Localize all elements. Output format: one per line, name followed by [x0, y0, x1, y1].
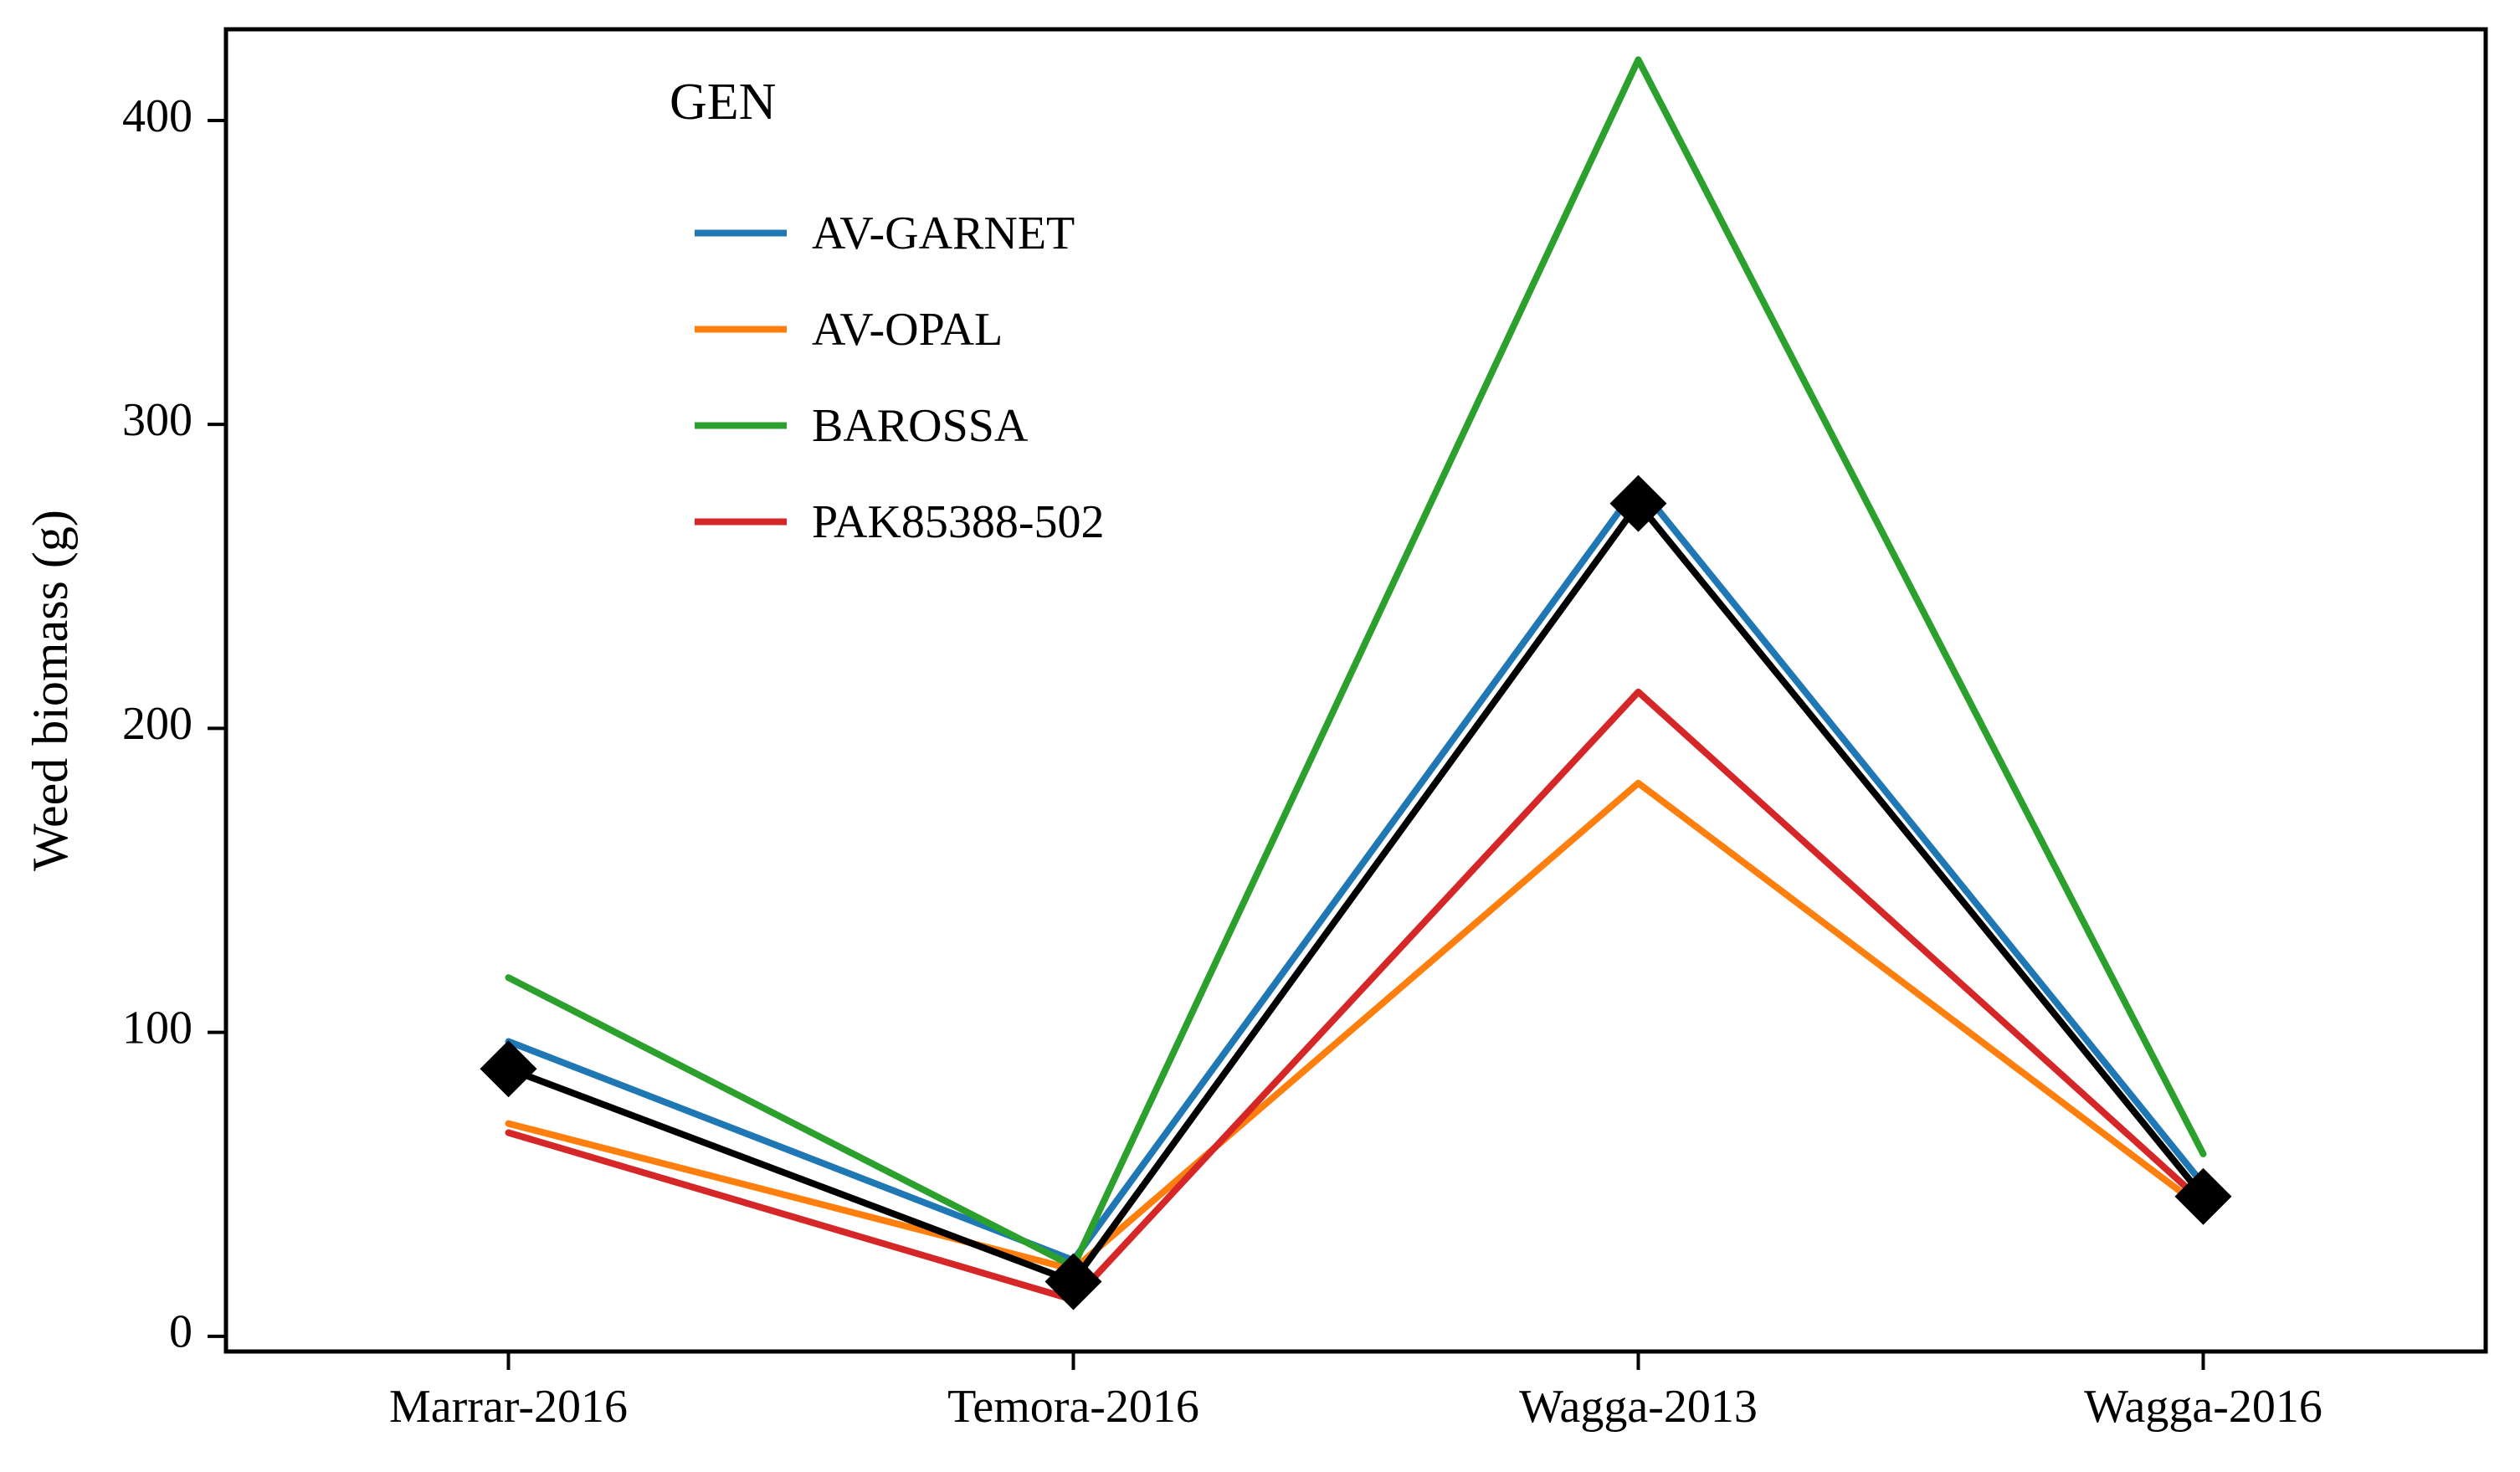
chart-container: 0 100 200 300 400 Marrar-2016 Temora-2016 Wagga… — [0, 0, 2520, 1472]
y-tick-label: 300 — [122, 394, 192, 446]
x-tick-label: Wagga-2016 — [2084, 1381, 2322, 1433]
legend-item-label: BAROSSA — [812, 400, 1029, 452]
legend-item-label: AV-OPAL — [812, 304, 1003, 356]
x-tick-label: Marrar-2016 — [389, 1381, 628, 1433]
x-tick-label: Wagga-2013 — [1519, 1381, 1758, 1433]
y-axis-label: Weed biomass (g) — [23, 510, 78, 871]
y-tick-label: 400 — [122, 90, 192, 142]
y-tick-label: 200 — [122, 698, 192, 750]
y-tick-label: 100 — [122, 1002, 192, 1054]
line-chart: 0 100 200 300 400 Marrar-2016 Temora-2016 Wagga… — [0, 0, 2520, 1472]
x-tick-label: Temora-2016 — [947, 1381, 1199, 1433]
legend-item-label: PAK85388-502 — [812, 496, 1105, 548]
y-tick-label: 0 — [169, 1306, 192, 1358]
legend-item-label: AV-GARNET — [812, 208, 1075, 259]
legend-title: GEN — [670, 74, 776, 131]
